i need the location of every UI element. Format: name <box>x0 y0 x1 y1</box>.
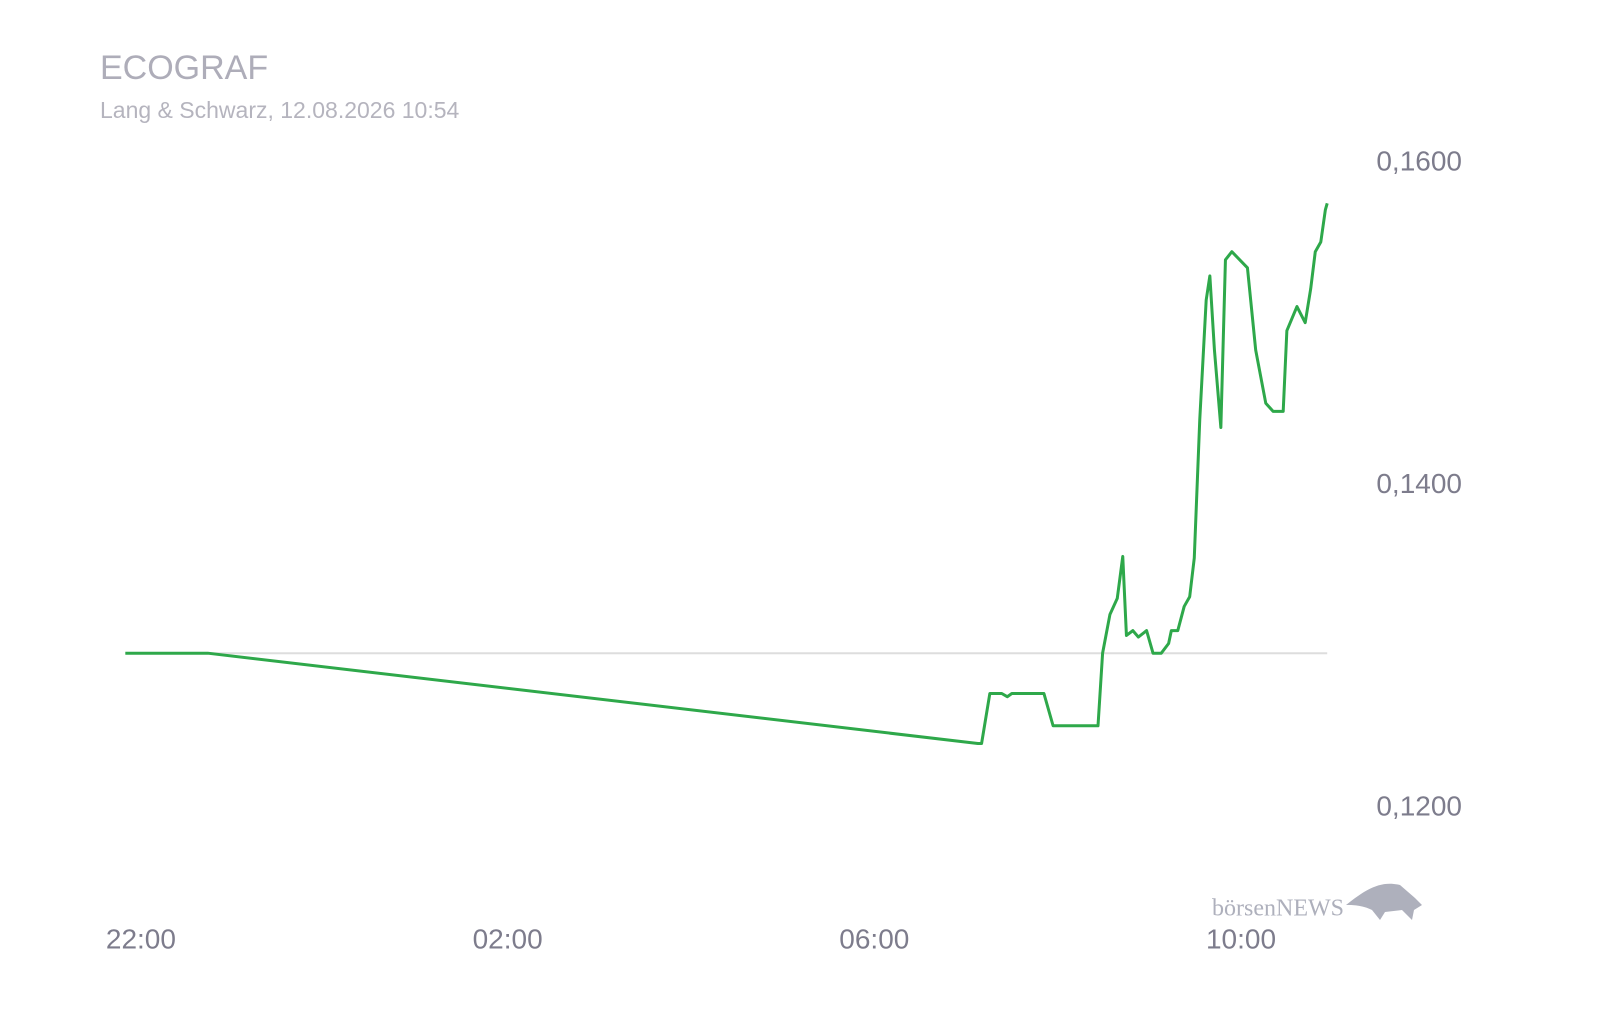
y-tick-label: 0,1200 <box>1376 790 1462 821</box>
x-tick-label: 02:00 <box>473 923 543 954</box>
price-line <box>125 202 1329 745</box>
bull-icon <box>1346 883 1422 920</box>
x-tick-label: 06:00 <box>839 923 909 954</box>
y-tick-label: 0,1600 <box>1376 145 1462 176</box>
x-tick-label: 22:00 <box>106 923 176 954</box>
x-tick-label: 10:00 <box>1206 923 1276 954</box>
y-tick-label: 0,1400 <box>1376 468 1462 499</box>
chart-title: ECOGRAF <box>100 49 268 87</box>
watermark: börsenNEWS <box>1212 896 1344 922</box>
chart-subtitle: Lang & Schwarz, 12.08.2026 10:54 <box>100 97 460 123</box>
